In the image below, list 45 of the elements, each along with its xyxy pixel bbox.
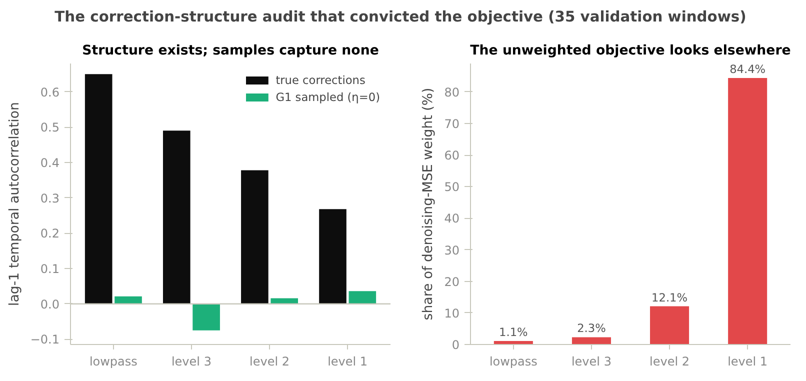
bar	[84, 74, 112, 304]
y-tick-label: 0.1	[40, 262, 60, 276]
bar	[162, 130, 190, 304]
y-tick-label: 0.3	[40, 191, 60, 206]
y-tick-label: 20	[444, 274, 460, 289]
y-tick-label: 60	[444, 148, 460, 163]
legend-label: G1 sampled (η=0)	[276, 90, 380, 104]
x-tick-label: lowpass	[89, 354, 138, 368]
x-tick-label: lowpass	[489, 354, 538, 368]
x-tick-label: level 1	[728, 354, 768, 368]
bar	[241, 170, 268, 304]
y-tick-label: 0	[452, 338, 460, 352]
data-label: 2.3%	[577, 321, 606, 336]
y-axis-title: share of denoising-MSE weight (%)	[421, 88, 436, 320]
x-tick-label: level 1	[328, 354, 368, 368]
legend-label: true corrections	[276, 73, 366, 87]
y-tick-label: 30	[444, 243, 460, 258]
y-tick-label: 0.0	[40, 297, 60, 312]
data-label: 84.4%	[730, 62, 766, 76]
chart-title: Structure exists; samples capture none	[82, 44, 379, 58]
y-tick-label: 0.5	[40, 120, 60, 135]
bar	[650, 306, 690, 344]
data-label: 12.1%	[652, 290, 688, 304]
y-tick-label: −0.1	[30, 332, 60, 347]
x-tick-label: level 3	[171, 354, 212, 368]
text: The correction-structure audit that convicted the objective (35 validation windows)	[54, 8, 746, 26]
y-axis-title: lag-1 temporal autocorrelation	[7, 102, 22, 306]
y-tick-label: 70	[444, 116, 460, 131]
y-tick-label: 40	[444, 212, 460, 226]
data-label: 1.1%	[499, 325, 528, 340]
y-tick-label: 0.2	[40, 226, 60, 241]
y-tick-label: 0.6	[40, 85, 60, 100]
x-tick-label: level 2	[650, 354, 690, 368]
y-tick-label: 50	[444, 180, 460, 194]
x-tick-label: level 2	[250, 354, 290, 368]
y-tick-label: 0.4	[40, 156, 60, 170]
bar	[192, 304, 220, 330]
bar	[348, 291, 376, 304]
x-tick-label: level 3	[571, 354, 612, 368]
chart-title: The unweighted objective looks elsewhere	[470, 44, 791, 58]
y-tick-label: 80	[444, 85, 460, 100]
bar	[728, 78, 768, 344]
y-tick-label: 10	[444, 306, 460, 320]
bar	[319, 209, 346, 304]
bar	[572, 337, 611, 344]
